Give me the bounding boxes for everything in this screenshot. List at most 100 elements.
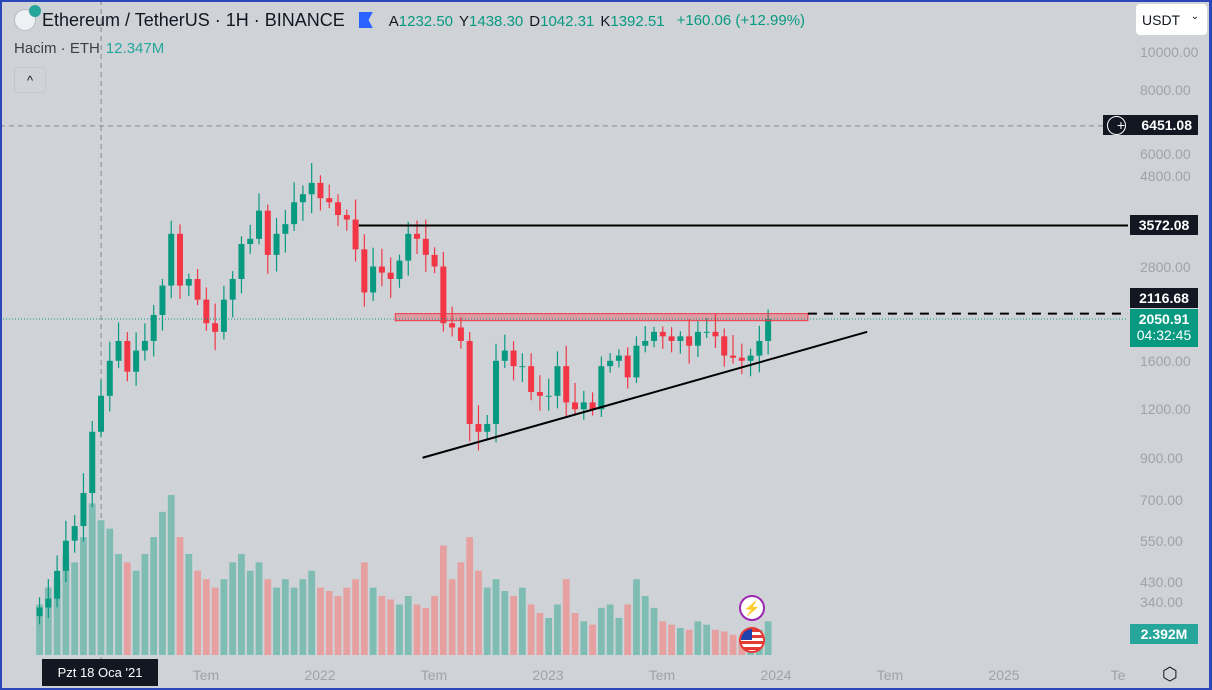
candle-body [36,607,43,617]
candle-body [299,194,306,203]
crosshair-date-tag: Pzt 18 Oca '21 [42,659,158,686]
candle-body [738,357,745,361]
candle-body [607,360,614,367]
candle-body [422,238,429,255]
candle-body [414,233,421,239]
volume-bar [62,553,70,655]
volume-bar [132,570,140,655]
time-tick: 2024 [760,667,792,683]
volume-bar [176,537,184,655]
candle-body [659,331,666,337]
volume-bar [571,612,579,655]
volume-bar [53,579,61,655]
volume-bar [518,587,526,655]
volume-bar [80,537,87,655]
volume-bar [194,570,201,655]
time-tick: 2025 [988,667,1020,683]
volume-bar [685,629,693,655]
candle-body [264,210,271,255]
candle-body [677,336,684,341]
currency-select[interactable]: USDT ⌄ [1136,4,1207,35]
volume-bar [378,596,386,655]
candle-body [501,350,508,361]
candle-body [291,202,298,225]
candle-body [273,233,280,255]
volume-bar [562,579,570,655]
lightning-event-icon[interactable]: ⚡ [739,595,765,621]
price-tick: 2800.00 [1140,258,1191,275]
support-trendline [422,330,868,459]
flag-icon[interactable] [358,12,373,28]
volume-bar [387,599,395,655]
price-tick: 340.00 [1140,593,1183,610]
candle-body [326,198,333,203]
price-tick: 700.00 [1140,492,1183,509]
volume-bar [554,604,561,655]
candle-body [168,233,175,286]
price-tick: 1200.00 [1140,401,1191,418]
candle-body [62,540,69,571]
volume-bar [123,562,131,655]
candle-body [378,266,385,273]
ohlc-A: A1232.50 [388,12,454,30]
candle-body [721,336,728,356]
symbol-legend: Ethereum / TetherUS · 1H · BINANCE A1232… [14,5,811,31]
price-tick: 8000.00 [1140,81,1191,98]
chevron-down-icon: ⌄ [1190,11,1199,22]
candle-body [203,299,210,324]
time-tick: Te [1110,667,1126,683]
volume-bar [580,621,588,655]
crosshair-price-tag[interactable]: +6451.08 [1103,115,1198,135]
volume-bar [694,621,702,655]
candle-body [405,233,412,261]
candle-body [115,340,122,361]
symbol-title[interactable]: Ethereum / TetherUS · 1H · BINANCE [42,9,345,30]
candle-body [475,423,482,432]
settings-icon[interactable]: ⬡ [1162,664,1178,684]
time-tick: Tem [876,667,904,683]
ohlc-K: K1392.51 [600,12,665,30]
candle-body [335,202,342,216]
candle-body [89,431,96,494]
volume-bar [439,545,447,655]
volume-bar [545,617,553,655]
price-tick: 430.00 [1140,574,1183,591]
crosshair-price: 6451.08 [1141,117,1192,133]
time-tick: Tem [192,667,220,683]
add-alert-plus-icon[interactable]: + [1107,116,1126,135]
volume-bar [264,579,272,655]
candle-body [80,493,87,527]
candle-body [703,331,710,333]
volume-bar [369,587,377,655]
candle-body [493,360,500,424]
volume-bar [589,624,596,655]
volume-bar [615,617,623,655]
volume-bar [764,621,772,655]
volume-bar [202,579,210,655]
candle-body [54,570,61,599]
collapse-legend-button[interactable]: ^ [14,67,46,93]
volume-bar [703,624,711,655]
volume-bar [325,591,333,655]
price-tick: 900.00 [1140,449,1183,466]
volume-bar [255,562,263,655]
volume-bar [281,579,289,655]
price-tick: 10000.00 [1140,44,1199,60]
candle-body [150,314,157,341]
us-flag-event-icon[interactable] [739,627,765,653]
candle-body [387,272,394,279]
candle-body [185,278,192,286]
candle-body [598,366,605,410]
candle-body [256,210,263,239]
candle-body [563,366,570,403]
candle-body [484,423,491,432]
volume-bar [141,553,149,655]
candle-body [106,360,113,396]
candle-body [317,182,324,199]
time-tick: 2022 [304,667,336,683]
candle-body [229,278,236,300]
candle-body [589,402,596,410]
candle-body [466,340,473,424]
volume-bar [308,570,316,655]
